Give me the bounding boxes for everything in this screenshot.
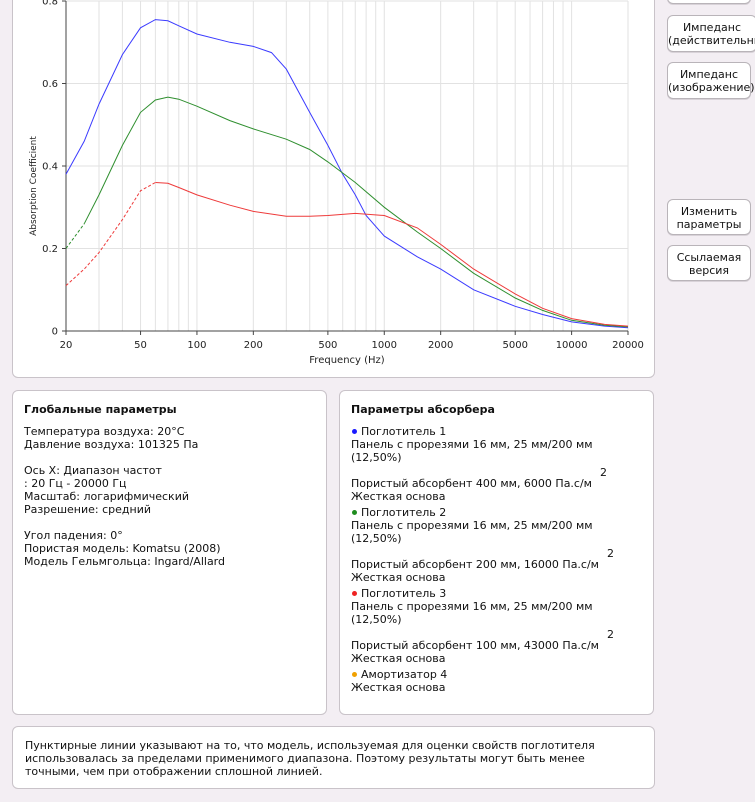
absorber-3-panel-pct: (12,50%) bbox=[351, 613, 402, 626]
absorber-1-panel-pct: (12,50%) bbox=[351, 451, 402, 464]
linked-version-button[interactable]: Ссылаемая версия bbox=[667, 245, 751, 281]
absorber-2-panel-pct: (12,50%) bbox=[351, 532, 402, 545]
absorber-3-name: Поглотитель 3 bbox=[361, 587, 447, 600]
porous-model: Пористая модель: Komatsu (2008) bbox=[24, 542, 221, 555]
absorber-3: Поглотитель 3 Панель с прорезями 16 мм, … bbox=[351, 587, 642, 665]
y-tick-label: 0 bbox=[52, 327, 58, 338]
air-temperature: Температура воздуха: 20°C bbox=[24, 425, 185, 438]
y-tick-label: 0.6 bbox=[42, 79, 58, 90]
x-axis-label: Ось X: Диапазон частот bbox=[24, 464, 162, 477]
absorber-3-panel: Панель с прорезями 16 мм, 25 мм/200 мм bbox=[351, 600, 593, 613]
absorption-chart: 20 50 100 200 500 1000 2000 5000 10000 20000 0 0.2 0… bbox=[29, 0, 644, 366]
absorber-params-title: Параметры абсорбера bbox=[351, 403, 495, 416]
x-tick-label: 200 bbox=[244, 340, 263, 351]
y-tick-label: 0.4 bbox=[42, 162, 58, 173]
x-tick-label: 1000 bbox=[372, 340, 397, 351]
x-axis-label: Frequency (Hz) bbox=[309, 355, 385, 366]
x-tick-label: 5000 bbox=[502, 340, 527, 351]
absorber-2: Поглотитель 2 Панель с прорезями 16 мм, … bbox=[351, 506, 642, 584]
x-tick-label: 50 bbox=[134, 340, 147, 351]
absorber-3-base: Жесткая основа bbox=[351, 652, 446, 665]
absorber-2-panel: Панель с прорезями 16 мм, 25 мм/200 мм bbox=[351, 519, 593, 532]
absorber-1-base: Жесткая основа bbox=[351, 490, 446, 503]
series-2-line bbox=[83, 96, 629, 328]
series-2-dashed bbox=[65, 223, 85, 249]
absorber-4-base: Жесткая основа bbox=[351, 681, 446, 694]
absorber-3-dot bbox=[352, 591, 357, 596]
absorber-4: Амортизатор 4 Жесткая основа bbox=[351, 668, 642, 694]
absorber-4-name: Амортизатор 4 bbox=[361, 668, 448, 681]
absorber-1-panel: Панель с прорезями 16 мм, 25 мм/200 мм bbox=[351, 438, 593, 451]
absorber-3-sup: 2 bbox=[607, 628, 614, 641]
note-text: Пунктирные линии указывают на то, что мо… bbox=[25, 739, 595, 778]
series-3-line bbox=[155, 182, 629, 327]
y-tick-label: 0.2 bbox=[42, 244, 58, 255]
absorber-2-porous: Пористый абсорбент 200 мм, 16000 Па.с/м bbox=[351, 558, 599, 571]
series-1-line bbox=[65, 19, 629, 329]
global-params-panel: Глобальные параметры Температура воздуха… bbox=[12, 390, 327, 715]
impedance-imag-button[interactable]: Импеданс (изображение) bbox=[667, 62, 755, 99]
absorber-1-sup: 2 bbox=[600, 466, 607, 479]
change-params-button[interactable]: Изменить параметры bbox=[667, 199, 751, 235]
scale: Масштаб: логарифмический bbox=[24, 490, 189, 503]
dashed-lines-note: Пунктирные линии указывают на то, что мо… bbox=[12, 726, 655, 789]
absorber-2-sup: 2 bbox=[607, 547, 614, 560]
y-axis-label: Absorption Coefficient bbox=[29, 136, 39, 236]
absorber-1: Поглотитель 1 Панель с прорезями 16 мм, … bbox=[351, 425, 642, 503]
absorber-3-porous: Пористый абсорбент 100 мм, 43000 Па.с/м bbox=[351, 639, 599, 652]
global-params-title: Глобальные параметры bbox=[24, 403, 177, 416]
frequency-range: : 20 Гц - 20000 Гц bbox=[24, 477, 127, 490]
impedance-real-button-2[interactable]: Импеданс (действительный) bbox=[667, 15, 755, 52]
incidence-angle: Угол падения: 0° bbox=[24, 529, 123, 542]
chart-panel: 20 50 100 200 500 1000 2000 5000 10000 20000 0 0.2 0… bbox=[12, 0, 655, 378]
absorber-2-base: Жесткая основа bbox=[351, 571, 446, 584]
y-tick-label: 0.8 bbox=[42, 0, 58, 8]
absorber-1-name: Поглотитель 1 bbox=[361, 425, 447, 438]
x-tick-label: 10000 bbox=[556, 340, 588, 351]
x-tick-label: 100 bbox=[187, 340, 206, 351]
x-tick-label: 20000 bbox=[612, 340, 644, 351]
helmholtz-model: Модель Гельмгольца: Ingard/Allard bbox=[24, 555, 225, 568]
absorber-2-dot bbox=[352, 510, 357, 515]
x-tick-label: 20 bbox=[60, 340, 73, 351]
absorber-2-name: Поглотитель 2 bbox=[361, 506, 447, 519]
air-pressure: Давление воздуха: 101325 Па bbox=[24, 438, 199, 451]
impedance-real-button[interactable] bbox=[667, 0, 751, 4]
x-tick-label: 2000 bbox=[428, 340, 453, 351]
absorber-4-dot bbox=[352, 672, 357, 677]
x-tick-label: 500 bbox=[318, 340, 337, 351]
absorber-1-porous: Пористый абсорбент 400 мм, 6000 Па.с/м bbox=[351, 477, 592, 490]
absorber-1-dot bbox=[352, 429, 357, 434]
absorber-params-panel: Параметры абсорбера Поглотитель 1 Панель… bbox=[339, 390, 654, 715]
series-3-dashed bbox=[65, 182, 156, 286]
resolution: Разрешение: средний bbox=[24, 503, 152, 516]
